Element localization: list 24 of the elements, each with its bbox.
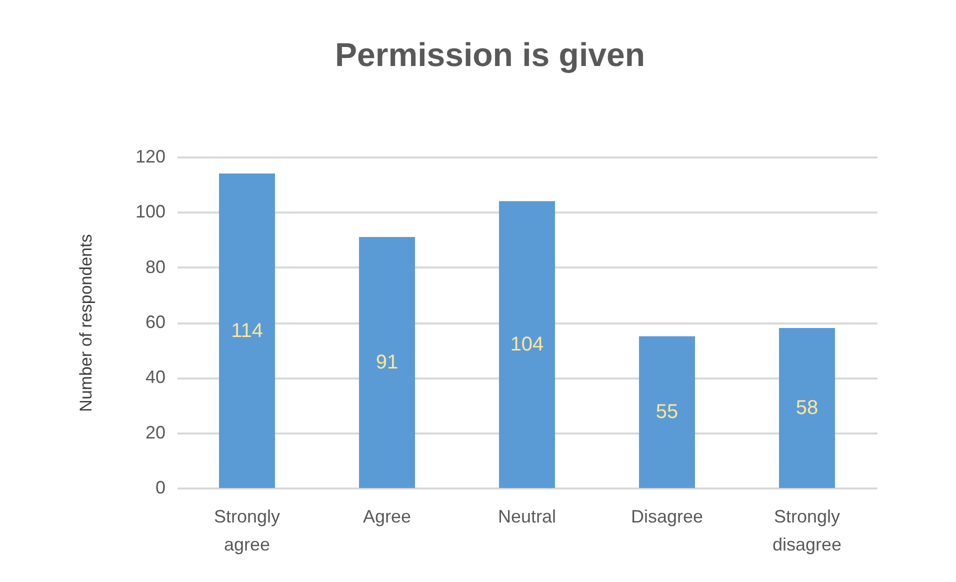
bar <box>639 336 695 488</box>
data-label: 91 <box>376 351 398 374</box>
x-tick-label: Strongly disagree <box>772 506 842 554</box>
y-axis-title: Number of respondents <box>76 234 96 412</box>
y-tick-label: 40 <box>145 367 166 388</box>
y-tick-label: 100 <box>135 202 166 222</box>
y-tick-label: 20 <box>145 422 166 442</box>
data-label: 114 <box>231 320 263 342</box>
x-tick-label: Agree <box>362 506 412 526</box>
bar <box>359 236 415 488</box>
x-tick-label: Neutral <box>498 506 556 526</box>
y-tick-label: 120 <box>135 146 166 166</box>
data-label: 58 <box>796 397 818 420</box>
data-label: 55 <box>656 401 678 424</box>
x-tick-label: Disagree <box>630 506 704 526</box>
y-tick-label: 80 <box>145 256 166 277</box>
bar <box>219 174 275 488</box>
y-tick-label: 60 <box>145 312 166 332</box>
data-label: 104 <box>510 334 544 356</box>
bar <box>499 201 555 488</box>
chart-title: Permission is given <box>335 36 645 73</box>
y-tick-label: 0 <box>155 478 166 498</box>
x-tick-label: Strongly agree <box>214 506 280 554</box>
bar <box>779 328 835 488</box>
